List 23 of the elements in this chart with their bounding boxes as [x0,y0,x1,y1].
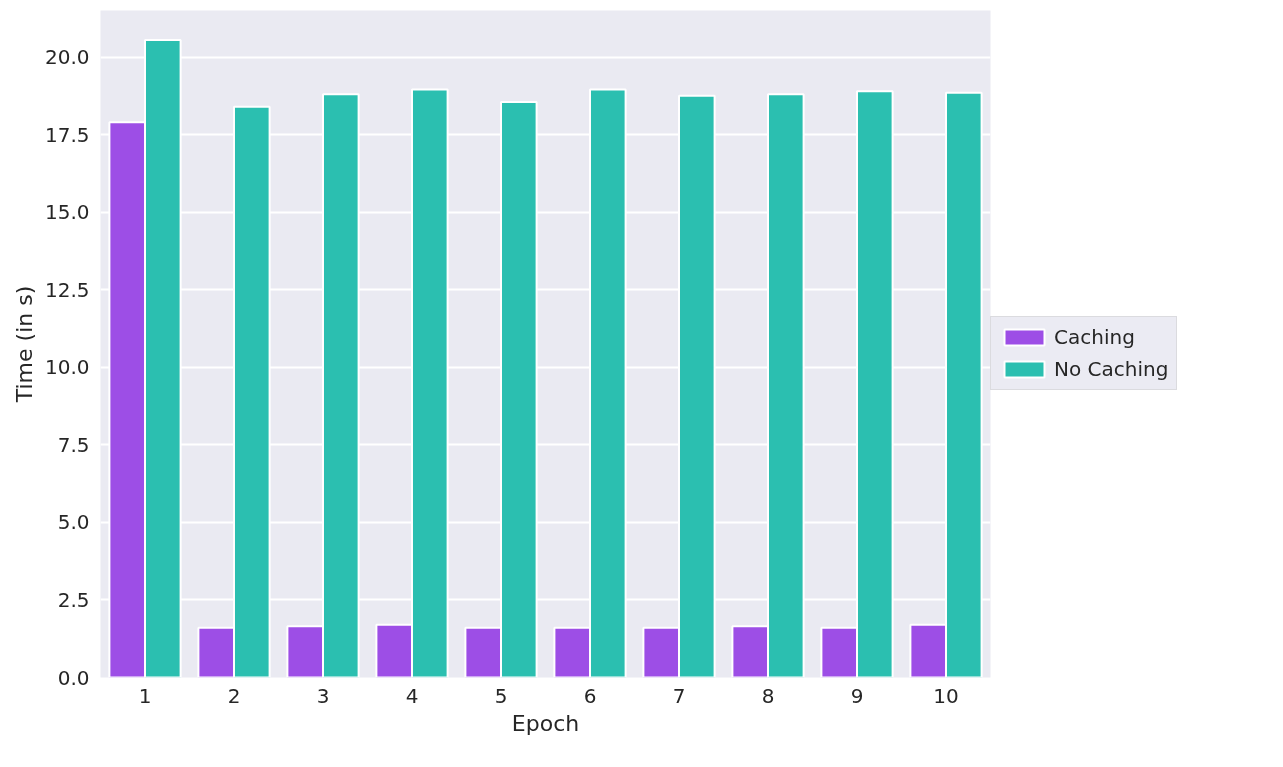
legend-label: Caching [1054,325,1135,350]
x-tick-label: 7 [672,683,686,708]
x-tick-label: 10 [933,683,959,708]
y-tick-label: 17.5 [44,122,90,147]
x-tick-label: 2 [227,683,241,708]
y-tick-label: 15.0 [44,200,90,225]
x-tick-label: 8 [761,683,775,708]
x-tick-label: 9 [850,683,864,708]
x-axis-title: Epoch [511,710,580,736]
y-tick-label: 5.0 [57,510,90,535]
y-tick-label: 20.0 [44,45,90,70]
y-tick-label: 2.5 [57,587,90,612]
y-tick-label: 12.5 [44,277,90,302]
y-axis-title: Time (in s) [11,285,37,404]
legend-label: No Caching [1054,357,1169,382]
x-tick-label: 1 [138,683,152,708]
x-tick-label: 6 [583,683,597,708]
y-tick-label: 7.5 [57,432,90,457]
y-tick-label: 10.0 [44,355,90,380]
y-tick-label: 0.0 [57,665,90,690]
x-tick-label: 4 [405,683,419,708]
x-tick-label: 5 [494,683,508,708]
x-tick-label: 3 [316,683,330,708]
